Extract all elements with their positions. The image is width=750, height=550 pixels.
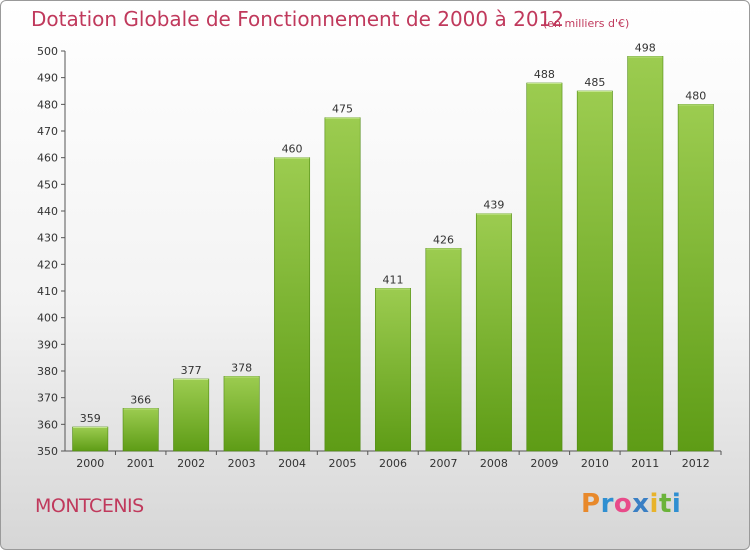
y-tick-label: 460 [37,152,58,165]
logo-letter: i [671,489,682,519]
chart-bars [72,56,714,452]
x-tick-label-2010: 2010 [581,457,609,470]
y-tick-label: 400 [37,312,58,325]
bar-2008 [475,213,512,452]
data-label-2011: 498 [635,41,656,54]
bar-2010 [576,90,613,452]
data-label-2005: 475 [332,103,353,116]
y-tick-label: 450 [37,178,58,191]
y-tick-label: 490 [37,72,58,85]
chart-labels: 359 366 377 378 460 475 411 426 439 488 485 498 480 [80,41,707,425]
logo-letter: x [632,489,650,519]
y-tick-label: 380 [37,365,58,378]
chart-axes: 350 360 370 380 390 400 410 420 430 440 450 460 470 4… [37,45,722,470]
y-tick-label: 390 [37,338,58,351]
y-tick-label: 370 [37,392,58,405]
data-label-2002: 377 [181,364,202,377]
x-tick-label-2002: 2002 [177,457,205,470]
x-tick-label-2000: 2000 [76,457,104,470]
x-tick-label-2011: 2011 [631,457,659,470]
data-label-2003: 378 [231,361,252,374]
data-label-2007: 426 [433,233,454,246]
proxiti-logo: Proxiti [581,489,681,519]
x-tick-label-2009: 2009 [530,457,558,470]
logo-letter: r [600,489,614,519]
bar-2004 [274,157,311,452]
y-tick-label: 500 [37,45,58,58]
data-label-2001: 366 [130,393,151,406]
bar-2011 [627,56,664,452]
y-tick-label: 410 [37,285,58,298]
data-label-2000: 359 [80,412,101,425]
y-tick-label: 480 [37,98,58,111]
logo-letter: t [658,489,672,519]
data-label-2009: 488 [534,68,555,81]
data-label-2010: 485 [584,76,605,89]
bar-2012 [677,104,714,452]
chart-title: Dotation Globale de Fonctionnement de 20… [31,7,564,31]
x-tick-label-2008: 2008 [480,457,508,470]
bar-2000 [72,426,109,452]
bar-2003 [223,376,260,452]
logo-letter: i [649,489,659,519]
data-label-2004: 460 [282,143,303,156]
bar-2002 [173,378,210,452]
y-tick-label: 430 [37,232,58,245]
x-tick-label-2005: 2005 [329,457,357,470]
logo-letter: P [581,489,601,519]
x-tick-label-2006: 2006 [379,457,407,470]
bar-2009 [526,82,563,452]
bar-2007 [425,248,462,452]
bar-2006 [375,288,411,452]
y-tick-label: 350 [37,445,58,458]
bar-2001 [122,408,159,452]
data-label-2006: 411 [383,273,404,286]
y-tick-label: 470 [37,125,58,138]
x-tick-label-2007: 2007 [429,457,457,470]
x-tick-label-2001: 2001 [127,457,155,470]
commune-name: MONTCENIS [35,495,144,517]
logo-letter: o [613,489,633,519]
y-tick-label: 440 [37,205,58,218]
x-tick-label-2012: 2012 [682,457,710,470]
chart-subtitle: (en milliers d'€) [543,17,630,30]
data-label-2012: 480 [685,89,706,102]
y-tick-label: 360 [37,418,58,431]
y-tick-label: 420 [37,258,58,271]
data-label-2008: 439 [483,199,504,212]
x-tick-label-2003: 2003 [228,457,256,470]
x-tick-label-2004: 2004 [278,457,306,470]
bar-2005 [324,117,361,452]
